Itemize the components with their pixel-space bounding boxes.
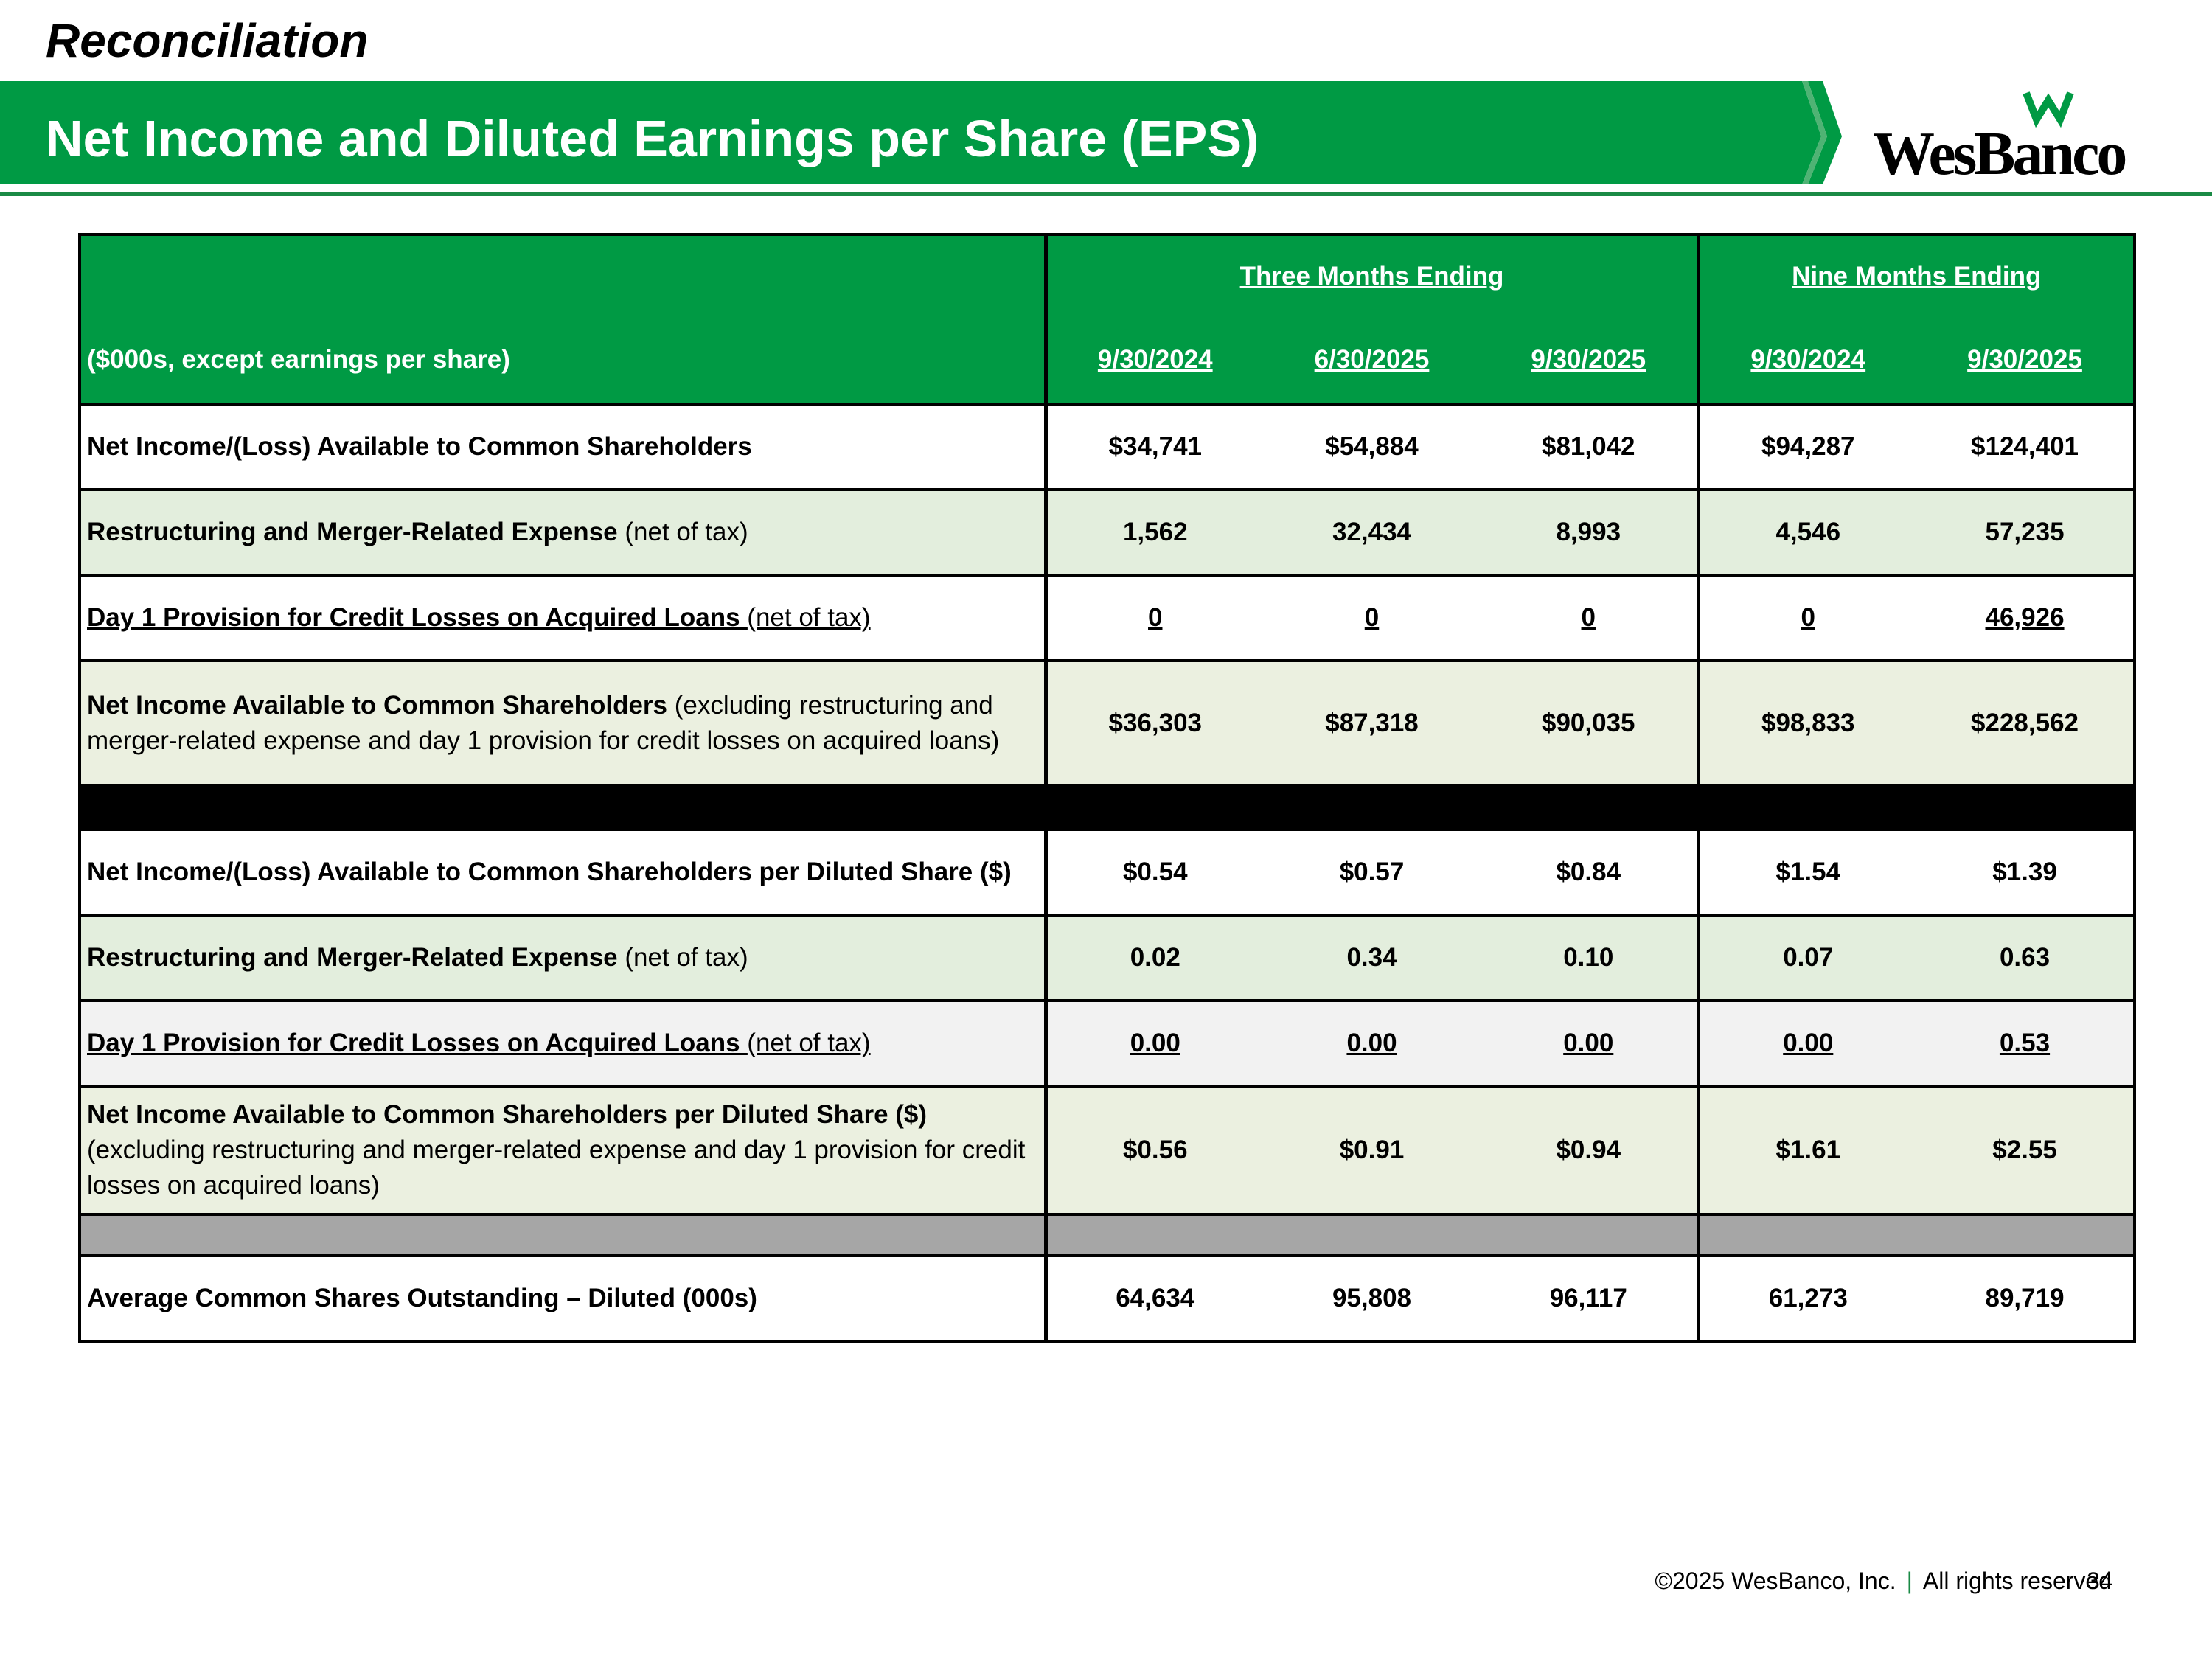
row-label: Net Income Available to Common Sharehold… bbox=[78, 659, 1046, 785]
cell-value: 64,634 bbox=[1043, 1254, 1263, 1343]
cell-value: $90,035 bbox=[1481, 659, 1699, 785]
cell-value: $228,562 bbox=[1916, 659, 2137, 785]
cell-value: 0.00 bbox=[1263, 999, 1481, 1086]
table-row: Day 1 Provision for Credit Losses on Acq… bbox=[78, 999, 2137, 1086]
units-label: ($000s, except earnings per share) bbox=[78, 317, 1046, 404]
cell-value: 32,434 bbox=[1263, 488, 1481, 575]
cell-value: $1.39 bbox=[1916, 828, 2137, 915]
group-nine-months: Nine Months Ending bbox=[1696, 233, 2137, 317]
row-label: Net Income Available to Common Sharehold… bbox=[78, 1085, 1046, 1214]
row-label: Net Income/(Loss) Available to Common Sh… bbox=[78, 828, 1046, 915]
cell-value: 0.00 bbox=[1481, 999, 1699, 1086]
date-header: 6/30/2025 bbox=[1263, 317, 1481, 404]
cell-value: 61,273 bbox=[1696, 1254, 1917, 1343]
page-title: Net Income and Diluted Earnings per Shar… bbox=[46, 110, 1259, 167]
table-row: Net Income Available to Common Sharehold… bbox=[78, 659, 2137, 785]
cell-value: $54,884 bbox=[1263, 403, 1481, 490]
cell-value: $36,303 bbox=[1043, 659, 1263, 785]
header-rule bbox=[0, 192, 2212, 196]
section-divider bbox=[78, 1213, 2137, 1256]
cell-value: $0.91 bbox=[1263, 1085, 1481, 1214]
row-label: Restructuring and Merger-Related Expense… bbox=[78, 488, 1046, 575]
cell-value: $2.55 bbox=[1916, 1085, 2137, 1214]
reconciliation-table: Three Months Ending Nine Months Ending (… bbox=[78, 233, 2137, 1343]
cell-value: 1,562 bbox=[1043, 488, 1263, 575]
wesbanco-logo: WesBanco bbox=[1873, 87, 2138, 188]
footer-separator: | bbox=[1906, 1568, 1913, 1594]
cell-value: 0 bbox=[1696, 574, 1917, 661]
cell-value: 0 bbox=[1263, 574, 1481, 661]
table-row: Restructuring and Merger-Related Expense… bbox=[78, 914, 2137, 1001]
cell-value: 4,546 bbox=[1696, 488, 1917, 575]
table-row: Net Income/(Loss) Available to Common Sh… bbox=[78, 403, 2137, 490]
cell-value: $0.56 bbox=[1043, 1085, 1263, 1214]
date-header: 9/30/2025 bbox=[1916, 317, 2137, 404]
cell-value: $1.61 bbox=[1696, 1085, 1917, 1214]
header-row-groups: Three Months Ending Nine Months Ending bbox=[78, 233, 2137, 317]
date-header: 9/30/2025 bbox=[1481, 317, 1699, 404]
row-label: Net Income/(Loss) Available to Common Sh… bbox=[78, 403, 1046, 490]
cell-value: 0.07 bbox=[1696, 914, 1917, 1001]
cell-value: 0.34 bbox=[1263, 914, 1481, 1001]
cell-value: 0.10 bbox=[1481, 914, 1699, 1001]
logo-wordmark: WesBanco bbox=[1873, 119, 2127, 188]
date-header: 9/30/2024 bbox=[1696, 317, 1917, 404]
date-header: 9/30/2024 bbox=[1043, 317, 1263, 404]
cell-value: $0.57 bbox=[1263, 828, 1481, 915]
section-divider bbox=[78, 784, 2137, 830]
logo-mark-icon bbox=[2023, 91, 2074, 128]
row-label: Day 1 Provision for Credit Losses on Acq… bbox=[78, 574, 1046, 661]
copyright: ©2025 WesBanco, Inc. bbox=[1655, 1568, 1896, 1594]
group-three-months: Three Months Ending bbox=[1043, 233, 1699, 317]
cell-value: 0.02 bbox=[1043, 914, 1263, 1001]
cell-value: 8,993 bbox=[1481, 488, 1699, 575]
header-blank bbox=[78, 233, 1046, 317]
cell-value: 0 bbox=[1043, 574, 1263, 661]
cell-value: $0.84 bbox=[1481, 828, 1699, 915]
cell-value: 96,117 bbox=[1481, 1254, 1699, 1343]
cell-value: $34,741 bbox=[1043, 403, 1263, 490]
table-row: Net Income Available to Common Sharehold… bbox=[78, 1085, 2137, 1214]
section-title: Reconciliation bbox=[46, 14, 369, 67]
cell-value: 0 bbox=[1481, 574, 1699, 661]
cell-value: 57,235 bbox=[1916, 488, 2137, 575]
cell-value: 0.00 bbox=[1043, 999, 1263, 1086]
cell-value: 89,719 bbox=[1916, 1254, 2137, 1343]
cell-value: 0.53 bbox=[1916, 999, 2137, 1086]
cell-value: $0.54 bbox=[1043, 828, 1263, 915]
header-row-dates: ($000s, except earnings per share) 9/30/… bbox=[78, 317, 2137, 404]
row-label: Day 1 Provision for Credit Losses on Acq… bbox=[78, 999, 1046, 1086]
cell-value: $87,318 bbox=[1263, 659, 1481, 785]
table-row: Average Common Shares Outstanding – Dilu… bbox=[78, 1254, 2137, 1343]
table-row: Day 1 Provision for Credit Losses on Acq… bbox=[78, 574, 2137, 661]
cell-value: $124,401 bbox=[1916, 403, 2137, 490]
rights-text: All rights reserved bbox=[1922, 1568, 2112, 1594]
row-label: Average Common Shares Outstanding – Dilu… bbox=[78, 1254, 1046, 1343]
banner-shape bbox=[0, 81, 1842, 184]
cell-value: 95,808 bbox=[1263, 1254, 1481, 1343]
cell-value: 0.00 bbox=[1696, 999, 1917, 1086]
cell-value: $0.94 bbox=[1481, 1085, 1699, 1214]
cell-value: $81,042 bbox=[1481, 403, 1699, 490]
table-row: Restructuring and Merger-Related Expense… bbox=[78, 488, 2137, 575]
cell-value: $94,287 bbox=[1696, 403, 1917, 490]
page-number: 34 bbox=[2087, 1568, 2113, 1594]
cell-value: 46,926 bbox=[1916, 574, 2137, 661]
title-banner: Net Income and Diluted Earnings per Shar… bbox=[0, 81, 1843, 192]
table-row: Net Income/(Loss) Available to Common Sh… bbox=[78, 828, 2137, 915]
cell-value: 0.63 bbox=[1916, 914, 2137, 1001]
row-label: Restructuring and Merger-Related Expense… bbox=[78, 914, 1046, 1001]
footer: ©2025 WesBanco, Inc. | All rights reserved bbox=[1655, 1568, 2112, 1595]
cell-value: $1.54 bbox=[1696, 828, 1917, 915]
cell-value: $98,833 bbox=[1696, 659, 1917, 785]
